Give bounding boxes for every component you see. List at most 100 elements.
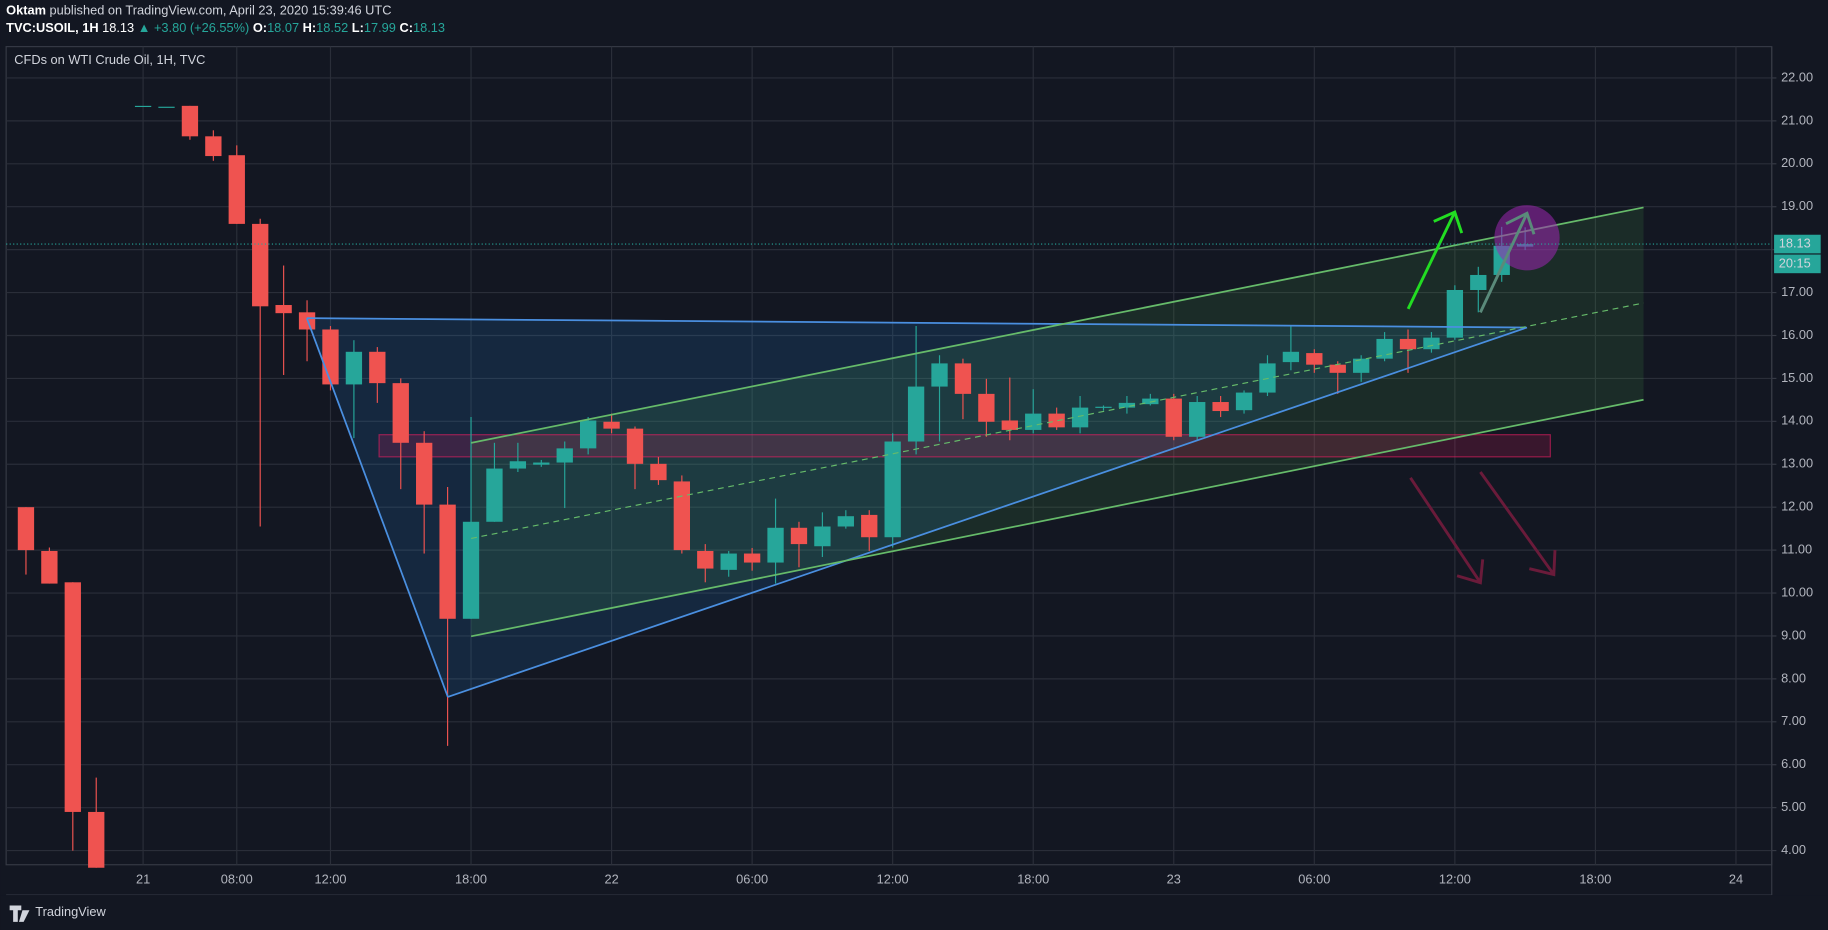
down-arrow <box>1409 477 1485 585</box>
candle-body <box>884 441 901 538</box>
y-tick-label: 10.00 <box>1781 584 1813 599</box>
trendline <box>306 317 1528 329</box>
last-price-tag <box>1774 234 1821 254</box>
candle-body <box>814 526 831 547</box>
candle-body <box>1329 364 1346 373</box>
candle-body <box>1048 413 1065 428</box>
y-tick-label: 11.00 <box>1781 541 1812 556</box>
y-tick-label: 22.00 <box>1781 69 1813 84</box>
ohlc-label: H: <box>303 21 317 36</box>
candle-body <box>767 527 784 563</box>
candle-body <box>64 582 81 812</box>
up-arrow <box>1406 210 1464 310</box>
x-tick-label: 18:00 <box>1017 871 1049 886</box>
y-tick-label: 5.00 <box>1781 799 1806 814</box>
channel-line <box>470 398 1644 638</box>
y-tick-label: 13.00 <box>1781 456 1813 471</box>
symbol-line: TVC:USOIL, 1H 18.13 ▲ +3.80 (+26.55%) O:… <box>6 21 445 36</box>
candle-body <box>486 468 503 522</box>
x-tick-label: 23 <box>1167 871 1181 886</box>
candle-body <box>462 521 480 619</box>
candle-body <box>392 383 409 443</box>
candle-body <box>345 351 363 385</box>
candle-body <box>1353 358 1370 373</box>
publisher: Oktam <box>6 3 46 18</box>
trendline <box>447 326 1528 698</box>
candle-body <box>228 155 245 224</box>
candle-body <box>1142 398 1159 405</box>
candle-body <box>41 550 58 584</box>
y-tick-label: 20.00 <box>1781 155 1813 170</box>
candle-body <box>837 516 854 527</box>
triangle-fill <box>306 318 1528 697</box>
y-tick-label: 7.00 <box>1781 713 1806 728</box>
y-tick-label: 9.00 <box>1781 627 1806 642</box>
candle-body <box>1446 289 1464 338</box>
candle-body <box>1282 351 1300 363</box>
candle-body <box>697 550 714 569</box>
y-tick-label: 15.00 <box>1781 370 1813 385</box>
candle-body <box>1189 402 1206 437</box>
trendline <box>306 317 449 698</box>
candle-body <box>1025 413 1042 430</box>
ohlc-value: 17.99 <box>364 21 396 36</box>
candle-body <box>861 514 878 538</box>
ohlc-value: 18.13 <box>413 21 445 36</box>
candle-body <box>1212 402 1229 412</box>
y-tick-label: 17.00 <box>1781 284 1813 299</box>
y-tick-label: 4.00 <box>1781 842 1806 857</box>
x-tick-label: 06:00 <box>736 871 768 886</box>
candle-body <box>533 462 550 465</box>
footer <box>0 895 1828 930</box>
y-tick-label: 8.00 <box>1781 670 1806 685</box>
candle-body <box>1118 402 1136 408</box>
candle-body <box>1165 398 1182 437</box>
candle-body <box>88 811 105 868</box>
candle-body <box>509 461 527 469</box>
ohlc-label: L: <box>352 21 364 36</box>
candle-body <box>1095 406 1112 408</box>
ohlc-label: O: <box>253 21 267 36</box>
candle-body <box>603 421 620 429</box>
candle-body <box>720 553 737 570</box>
x-tick-label: 12:00 <box>1439 871 1471 886</box>
x-tick-label: 18:00 <box>455 871 487 886</box>
candle-body <box>416 442 433 505</box>
candle-body <box>978 393 995 422</box>
change: ▲ +3.80 (+26.55%) <box>138 21 250 36</box>
candle-body <box>252 223 269 307</box>
candle-body <box>134 105 152 108</box>
candle-body <box>275 305 292 314</box>
x-tick-label: 24 <box>1729 871 1743 886</box>
ohlc-label: C: <box>399 21 413 36</box>
candle-body <box>181 105 199 137</box>
chart-title: CFDs on WTI Crude Oil, 1H, TVC <box>14 52 205 67</box>
ohlc-value: 18.07 <box>267 21 299 36</box>
x-tick-label: 21 <box>136 871 150 886</box>
x-tick-label: 06:00 <box>1298 871 1330 886</box>
candle-body <box>322 329 339 385</box>
y-tick-label: 6.00 <box>1781 756 1806 771</box>
channel-mid <box>471 302 1644 539</box>
candle-body <box>205 136 222 157</box>
candle-body <box>743 553 761 563</box>
candle-body <box>556 448 573 463</box>
last: 18.13 <box>102 21 134 36</box>
candle-body <box>439 504 456 619</box>
candle-body <box>931 363 948 387</box>
logo <box>9 905 30 922</box>
x-tick-label: 22 <box>604 871 618 886</box>
candle-body <box>626 428 644 464</box>
brand: TradingView <box>35 904 106 919</box>
candles <box>17 105 1534 868</box>
x-tick-label: 18:00 <box>1579 871 1611 886</box>
published: published on TradingView.com, April 23, … <box>50 3 392 18</box>
countdown-tag <box>1774 254 1821 274</box>
candle-body <box>790 527 808 545</box>
drawings-top <box>306 205 1644 698</box>
candle-body <box>1470 274 1487 290</box>
candle-body <box>650 463 667 481</box>
candle-body <box>1399 338 1417 350</box>
countdown: 20:15 <box>1779 255 1811 270</box>
